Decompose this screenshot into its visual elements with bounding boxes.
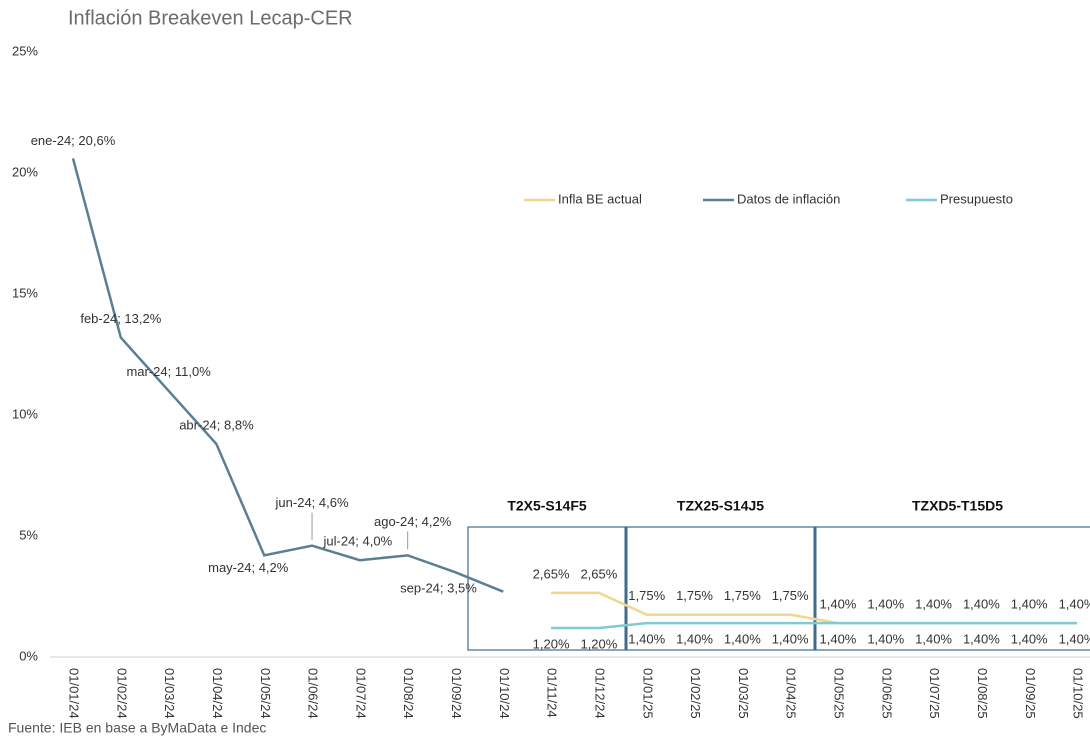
x-tick-label: 01/02/25 [688, 668, 703, 719]
source-note: Fuente: IEB en base a ByMaData e Indec [8, 720, 266, 736]
chart-title: Inflación Breakeven Lecap-CER [68, 7, 353, 29]
data-label: 1,40% [820, 632, 857, 647]
x-tick-label: 01/03/25 [736, 668, 751, 719]
x-tick-label: 01/10/25 [1071, 668, 1086, 719]
data-label: 2,65% [580, 566, 617, 581]
y-tick-label: 5% [19, 527, 38, 542]
x-tick-label: 01/12/24 [592, 668, 607, 719]
y-tick-label: 0% [19, 648, 38, 663]
y-tick-label: 10% [12, 406, 38, 421]
x-tick-label: 01/02/24 [114, 668, 129, 719]
data-label: 1,40% [820, 597, 857, 612]
legend-label: Datos de inflación [737, 191, 840, 206]
data-label: 1,40% [724, 632, 761, 647]
data-label: 1,40% [772, 632, 809, 647]
data-label: ene-24; 20,6% [31, 133, 116, 148]
x-tick-label: 01/07/25 [927, 668, 942, 719]
data-label: abr-24; 8,8% [179, 417, 254, 432]
annotation-box [467, 526, 627, 651]
data-label: 1,20% [533, 636, 570, 651]
x-tick-label: 01/08/25 [975, 668, 990, 719]
data-label: 1,20% [580, 636, 617, 651]
data-label: 1,40% [963, 632, 1000, 647]
series-line [551, 621, 1077, 630]
annotation-label: TZX25-S14J5 [677, 498, 764, 514]
data-label: may-24; 4,2% [208, 560, 289, 575]
x-tick-label: 01/09/24 [449, 668, 464, 719]
x-tick-label: 01/03/24 [162, 668, 177, 719]
data-label: 1,75% [628, 588, 665, 603]
data-label: 1,40% [628, 632, 665, 647]
x-tick-label: 01/08/24 [401, 668, 416, 719]
data-label: 1,40% [915, 597, 952, 612]
y-tick-label: 20% [12, 164, 38, 179]
x-tick-label: 01/10/24 [497, 668, 512, 719]
x-tick-label: 01/05/25 [832, 668, 847, 719]
legend-label: Infla BE actual [558, 191, 642, 206]
data-label: mar-24; 11,0% [126, 364, 211, 379]
data-label: 1,40% [676, 632, 713, 647]
x-tick-label: 01/04/24 [210, 668, 225, 719]
data-label: 1,40% [867, 597, 904, 612]
y-tick-label: 25% [12, 43, 38, 58]
data-label: feb-24; 13,2% [80, 311, 161, 326]
data-label: 1,40% [867, 632, 904, 647]
data-label: 1,40% [1059, 597, 1090, 612]
data-label: 1,40% [1011, 632, 1048, 647]
annotation-label: TZXD5-T15D5 [912, 498, 1003, 514]
data-label: 1,75% [724, 588, 761, 603]
x-tick-label: 01/05/24 [258, 668, 273, 719]
legend-label: Presupuesto [940, 191, 1013, 206]
x-tick-label: 01/06/25 [879, 668, 894, 719]
x-tick-label: 01/09/25 [1023, 668, 1038, 719]
x-tick-label: 01/04/25 [784, 668, 799, 719]
x-tick-label: 01/11/24 [545, 668, 560, 718]
data-label: jul-24; 4,0% [323, 534, 393, 549]
data-label: sep-24; 3,5% [400, 581, 477, 596]
annotation-label: T2X5-S14F5 [507, 498, 587, 514]
data-label: 1,40% [963, 597, 1000, 612]
data-label: 1,40% [1011, 597, 1048, 612]
x-tick-label: 01/06/24 [306, 668, 321, 719]
data-label: ago-24; 4,2% [374, 514, 452, 529]
x-tick-label: 01/01/25 [640, 668, 655, 719]
series-line [71, 158, 504, 593]
data-label: jun-24; 4,6% [275, 495, 349, 510]
data-label: 1,40% [915, 632, 952, 647]
y-tick-label: 15% [12, 285, 38, 300]
data-label: 1,75% [772, 588, 809, 603]
x-tick-label: 01/07/24 [353, 668, 368, 719]
data-label: 1,75% [676, 588, 713, 603]
x-tick-label: 01/01/24 [67, 668, 82, 719]
data-label: 2,65% [533, 566, 570, 581]
data-label: 1,40% [1059, 632, 1090, 647]
